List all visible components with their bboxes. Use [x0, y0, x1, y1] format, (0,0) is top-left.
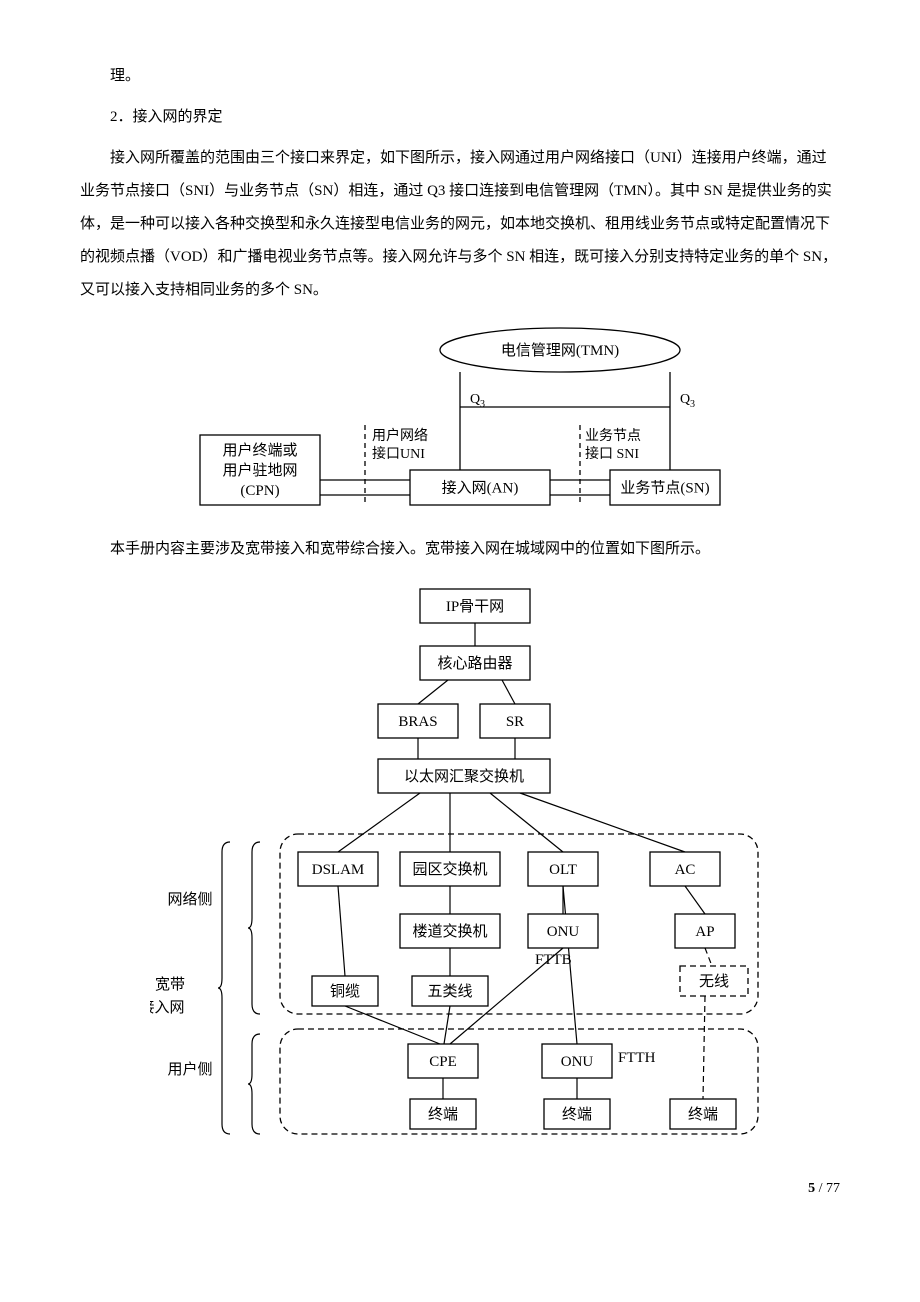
svg-text:终端: 终端: [562, 1106, 592, 1123]
svg-text:接口 SNI: 接口 SNI: [585, 445, 639, 462]
svg-text:3: 3: [690, 399, 695, 410]
svg-text:五类线: 五类线: [427, 983, 472, 1000]
section-heading: 2．接入网的界定: [80, 101, 840, 134]
svg-text:接入网(AN): 接入网(AN): [442, 480, 519, 497]
page-footer: 5 / 77: [80, 1174, 840, 1205]
svg-text:宽带: 宽带: [155, 976, 185, 993]
svg-text:BRAS: BRAS: [398, 714, 437, 730]
svg-text:OLT: OLT: [549, 862, 577, 878]
svg-text:AC: AC: [675, 862, 696, 878]
svg-text:接口UNI: 接口UNI: [372, 445, 425, 462]
svg-text:ONU: ONU: [547, 924, 580, 940]
svg-text:以太网汇聚交换机: 以太网汇聚交换机: [404, 767, 524, 785]
svg-text:园区交换机: 园区交换机: [412, 860, 487, 878]
svg-text:接入网: 接入网: [150, 999, 185, 1016]
svg-text:电信管理网(TMN): 电信管理网(TMN): [501, 342, 619, 359]
svg-text:(CPN): (CPN): [240, 483, 279, 499]
svg-text:ONU: ONU: [561, 1054, 594, 1070]
svg-text:核心路由器: 核心路由器: [437, 655, 512, 672]
svg-text:无线: 无线: [699, 973, 729, 990]
svg-text:FTTB: FTTB: [535, 952, 572, 968]
svg-text:AP: AP: [695, 924, 714, 940]
svg-text:业务节点: 业务节点: [585, 428, 641, 444]
svg-text:用户网络: 用户网络: [372, 427, 428, 444]
svg-text:用户侧: 用户侧: [167, 1061, 212, 1078]
svg-text:铜缆: 铜缆: [330, 983, 360, 1000]
para-1: 接入网所覆盖的范围由三个接口来界定，如下图所示，接入网通过用户网络接口（UNI）…: [80, 142, 840, 307]
diagram-broadband-topology: 无线 IP骨干网核心路由器 BRAS SR 以太网汇聚交换机 DSLAM 园区交换机 OLT A…: [150, 584, 770, 1144]
svg-text:网络侧: 网络侧: [167, 891, 212, 908]
svg-text:FTTH: FTTH: [618, 1050, 656, 1066]
svg-text:DSLAM: DSLAM: [312, 862, 365, 878]
diagram-access-network-definition: 电信管理网(TMN) 用户终端或用户驻地网 (CPN) 接入网(AN) 业务节点(SN)…: [190, 325, 730, 515]
svg-text:用户终端或: 用户终端或: [222, 442, 297, 459]
svg-text:SR: SR: [506, 714, 524, 730]
para-2: 本手册内容主要涉及宽带接入和宽带综合接入。宽带接入网在城域网中的位置如下图所示。: [80, 533, 840, 566]
svg-text:CPE: CPE: [429, 1054, 457, 1070]
svg-text:楼道交换机: 楼道交换机: [412, 922, 487, 940]
svg-text:终端: 终端: [688, 1106, 718, 1123]
svg-text:IP骨干网: IP骨干网: [446, 599, 504, 615]
svg-text:Q: Q: [680, 392, 690, 407]
svg-text:用户驻地网: 用户驻地网: [222, 462, 297, 479]
svg-text:终端: 终端: [428, 1106, 458, 1123]
svg-text:Q: Q: [470, 392, 480, 407]
para-fragment: 理。: [80, 60, 840, 93]
svg-text:业务节点(SN): 业务节点(SN): [620, 480, 709, 497]
svg-text:3: 3: [480, 399, 485, 410]
